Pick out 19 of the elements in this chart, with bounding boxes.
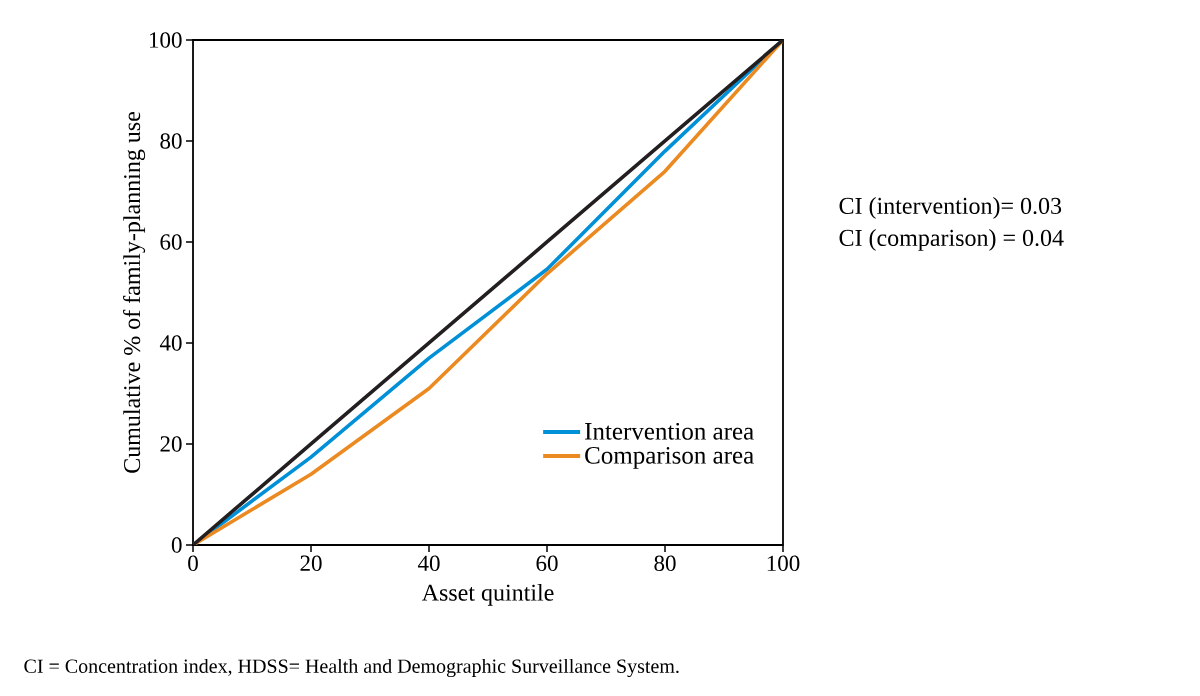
y-tick-label: 40	[159, 335, 182, 351]
y-tick-label: 0	[171, 537, 182, 553]
x-tick-label: 80	[654, 555, 676, 572]
legend-label: Comparison area	[585, 446, 754, 469]
x-tick-label: 0	[188, 555, 198, 572]
y-tick-label: 100	[150, 32, 182, 48]
text: CI = Concentration index, HDSS= Health and Demographic Surveillance System.	[24, 658, 679, 678]
x-tick-label: 60	[536, 555, 558, 572]
text: CI (comparison) = 0.04	[839, 229, 1064, 251]
x-tick-label: 20	[300, 555, 322, 572]
x-tick-label: 40	[417, 555, 440, 572]
y-tick-label: 80	[160, 133, 182, 149]
y-tick-label: 20	[160, 436, 182, 452]
y-tick-label: 60	[160, 234, 182, 250]
y-axis-title: Cumulative % of family-planning use	[123, 111, 146, 473]
legend-label: Intervention area	[585, 422, 754, 440]
x-axis-title: Asset quintile	[421, 583, 554, 606]
text: CI (intervention)= 0.03	[839, 197, 1062, 219]
x-tick-label: 100	[767, 555, 800, 572]
